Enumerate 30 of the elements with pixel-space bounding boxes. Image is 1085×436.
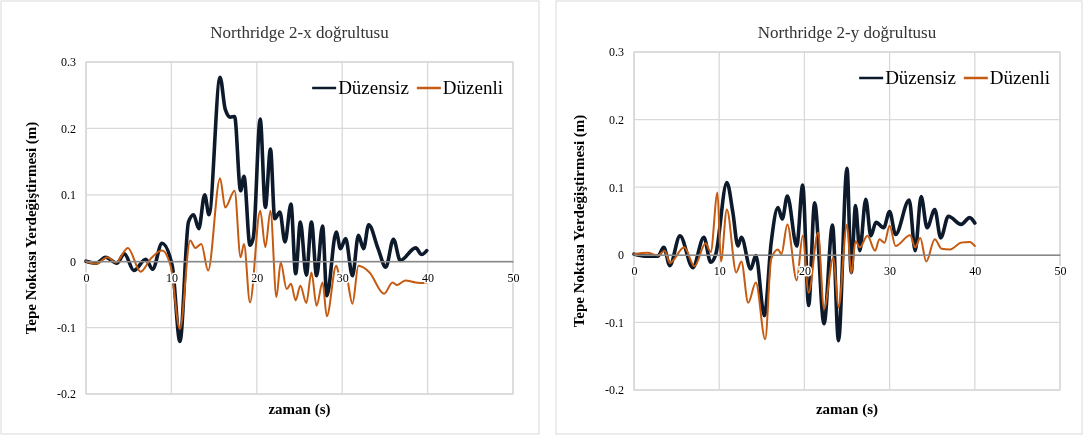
- y-tick-label: 0.3: [61, 55, 76, 70]
- legend-label: Düzensiz: [885, 67, 956, 88]
- y-tick-label: 0.3: [609, 45, 624, 60]
- x-tick-label: 0: [631, 264, 638, 279]
- y-tick-label: 0: [70, 254, 76, 269]
- chart-title: Northridge 2-y doğrultusu: [757, 23, 937, 42]
- x-axis-title: zaman (s): [815, 401, 879, 418]
- y-tick-label: -0.2: [57, 387, 76, 402]
- x-tick-label: 40: [969, 264, 982, 279]
- chart-title: Northridge 2-x doğrultusu: [210, 23, 390, 42]
- legend-label: Düzensiz: [338, 77, 409, 98]
- y-tick-label: 0: [618, 248, 624, 263]
- x-tick-label: 50: [1054, 264, 1067, 279]
- x-axis-title: zaman (s): [268, 401, 331, 418]
- y-tick-label: 0.2: [609, 112, 624, 127]
- y-tick-label: 0.1: [61, 188, 76, 203]
- legend-label: Düzenli: [989, 67, 1050, 88]
- x-tick-label: 50: [507, 270, 520, 285]
- x-tick-label: 10: [713, 264, 726, 279]
- y-tick-label: -0.1: [57, 320, 76, 335]
- y-tick-label: -0.1: [605, 315, 624, 330]
- y-tick-label: 0.1: [609, 180, 624, 195]
- y-tick-label: 0.2: [61, 121, 76, 136]
- y-axis-title: Tepe Noktası Yerdeğiştirmesi (m): [23, 121, 40, 335]
- legend-label: Düzenli: [442, 77, 503, 98]
- x-tick-label: 40: [422, 270, 435, 285]
- x-tick-label: 30: [884, 264, 897, 279]
- y-axis-title: Tepe Noktası Yerdeğiştirmesi (m): [571, 114, 588, 328]
- y-tick-label: -0.2: [605, 383, 624, 398]
- x-tick-label: 0: [83, 270, 90, 285]
